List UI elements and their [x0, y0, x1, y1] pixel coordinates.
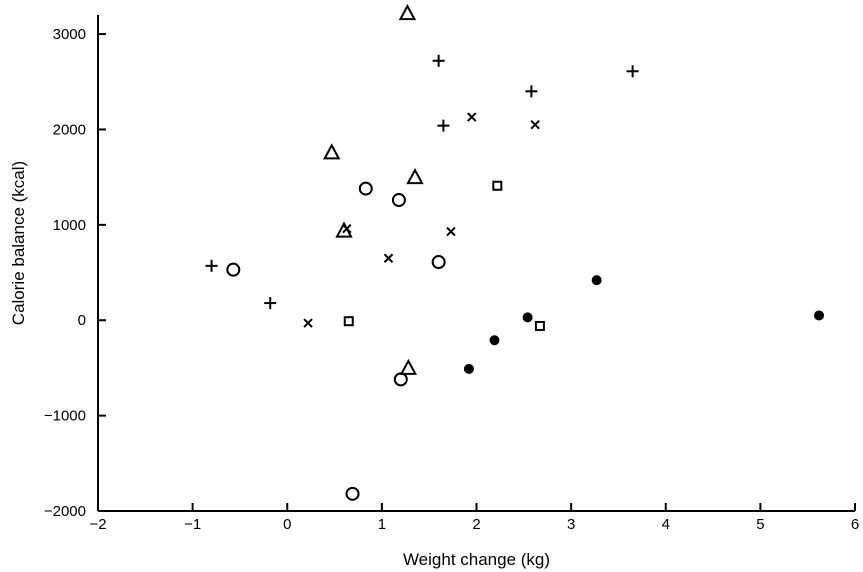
- y-axis-title: Calorie balance (kcal): [9, 161, 28, 325]
- y-axis-ticks: −2000 −1000 0 1000 2000 3000: [44, 26, 106, 520]
- data-point-cross: [530, 119, 540, 130]
- data-point-triangle: [399, 358, 418, 375]
- data-point-square: [534, 320, 545, 331]
- x-tick-label: −1: [184, 516, 201, 533]
- data-point-square: [343, 316, 354, 327]
- x-tick-label: 6: [851, 516, 859, 533]
- x-tick-label: 4: [662, 516, 670, 533]
- y-tick-label: 0: [78, 312, 86, 329]
- data-point-plus: [525, 85, 538, 98]
- data-point-filled-circle: [463, 363, 474, 374]
- data-point-square: [492, 180, 503, 191]
- data-point-filled-circle: [489, 335, 500, 346]
- x-axis-ticks: −2 −1 0 1 2 3 4 5 6: [89, 503, 859, 533]
- x-tick-label: 0: [283, 516, 291, 533]
- data-point-plus: [437, 119, 450, 132]
- data-point-circle: [431, 255, 446, 270]
- x-axis-title: Weight change (kg): [403, 550, 550, 569]
- data-point-circle: [358, 181, 373, 196]
- data-point-filled-circle: [814, 310, 825, 321]
- y-tick-label: −1000: [44, 408, 86, 425]
- data-point-circle: [391, 193, 406, 208]
- data-point-circle: [393, 372, 408, 387]
- x-tick-label: 2: [472, 516, 480, 533]
- data-point-cross: [446, 226, 456, 237]
- data-point-circle: [226, 262, 241, 277]
- data-point-plus: [626, 65, 639, 78]
- data-point-triangle: [406, 168, 424, 185]
- y-tick-label: 1000: [53, 217, 86, 234]
- x-tick-label: −2: [89, 516, 106, 533]
- y-tick-label: 2000: [53, 121, 86, 138]
- data-point-circle: [345, 486, 360, 501]
- data-point-cross: [467, 112, 477, 122]
- x-tick-label: 5: [756, 516, 764, 533]
- data-point-filled-circle: [522, 312, 533, 323]
- y-tick-label: −2000: [44, 503, 86, 520]
- data-point-plus: [205, 259, 218, 272]
- data-points: [205, 3, 825, 501]
- data-point-cross: [383, 253, 394, 263]
- x-tick-label: 3: [567, 516, 575, 533]
- data-point-filled-circle: [591, 275, 602, 286]
- data-point-plus: [264, 297, 277, 310]
- data-point-triangle: [335, 221, 353, 238]
- data-point-triangle: [323, 143, 341, 160]
- x-tick-label: 1: [378, 516, 386, 533]
- data-point-triangle: [398, 3, 417, 21]
- y-tick-label: 3000: [53, 26, 86, 43]
- data-point-plus: [432, 54, 445, 67]
- data-point-cross: [303, 318, 313, 328]
